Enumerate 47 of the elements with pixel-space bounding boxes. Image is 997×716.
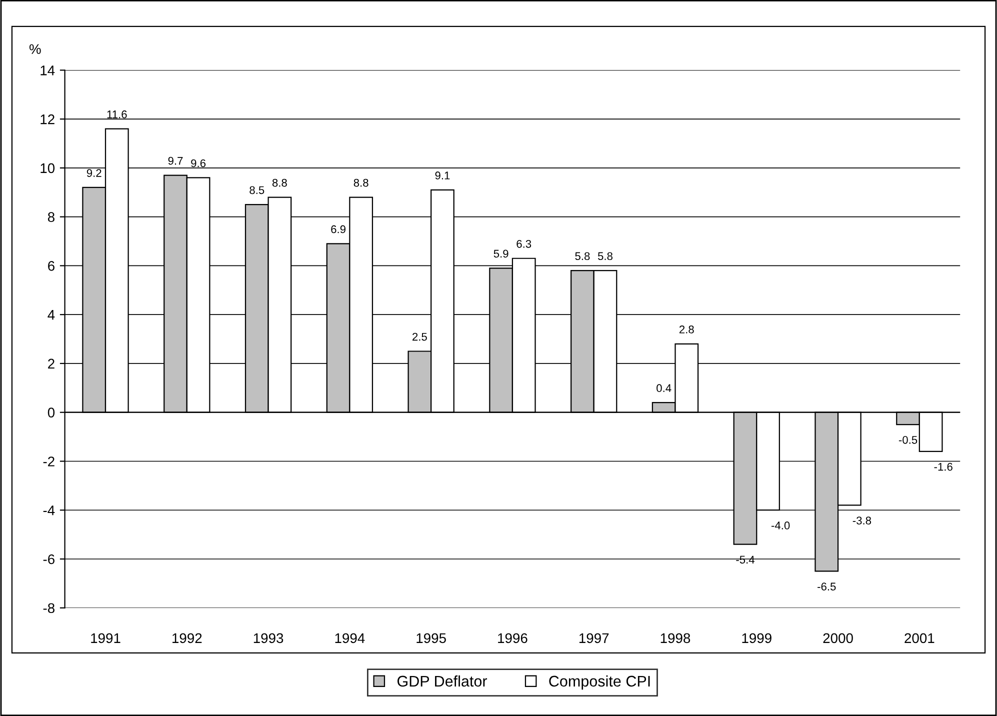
x-tick-label: 1991 <box>91 633 120 644</box>
x-tick-label: 1999 <box>742 633 772 644</box>
x-tick-label: 1993 <box>254 633 284 644</box>
data-label: 9.2 <box>86 169 102 177</box>
data-label: 8.8 <box>354 178 368 187</box>
y-tick-label: 4 <box>48 310 55 320</box>
y-tick-label: 2 <box>48 358 54 368</box>
data-label: -0.5 <box>898 436 918 444</box>
data-label: 11.6 <box>107 110 127 118</box>
y-tick-label: -4 <box>43 506 55 516</box>
x-tick-label: 2001 <box>904 633 934 644</box>
legend-label: GDP Deflator <box>397 675 488 687</box>
data-label: 6.3 <box>516 240 532 248</box>
data-label: 5.8 <box>598 252 612 260</box>
data-label: -1.6 <box>934 462 952 471</box>
data-label: 9.6 <box>191 159 206 168</box>
x-tick-label: 1996 <box>498 633 528 644</box>
data-label: 5.9 <box>494 250 508 258</box>
y-tick-label: 6 <box>48 261 54 271</box>
data-label: 2.5 <box>412 332 427 341</box>
data-label: 9.1 <box>435 172 450 180</box>
x-tick-label: 1992 <box>172 633 202 644</box>
y-tick-label: 0 <box>48 408 55 418</box>
y-tick-label: -8 <box>43 603 54 614</box>
y-axis-title: % <box>29 44 41 54</box>
data-label: 6.9 <box>331 225 346 234</box>
legend-label: Composite CPI <box>549 675 650 690</box>
data-label: -3.8 <box>852 516 872 524</box>
x-tick-label: 2000 <box>823 633 853 644</box>
y-tick-label: -2 <box>43 456 54 466</box>
data-label: 8.5 <box>250 186 264 194</box>
x-tick-label: 1997 <box>579 633 609 644</box>
y-tick-label: 12 <box>40 114 54 124</box>
data-label: 9.7 <box>168 156 183 165</box>
data-label: 0.4 <box>656 384 672 392</box>
data-label: -4.0 <box>771 522 790 530</box>
y-tick-label: 10 <box>40 163 55 174</box>
y-tick-label: 14 <box>40 66 55 76</box>
y-tick-label: 8 <box>48 212 54 222</box>
x-tick-label: 1994 <box>335 633 365 644</box>
data-label: 8.8 <box>272 178 287 187</box>
data-label: 5.8 <box>575 252 590 260</box>
x-tick-label: 1995 <box>416 633 446 644</box>
y-tick-label: -6 <box>43 554 54 564</box>
data-label: -6.5 <box>818 582 836 590</box>
x-tick-label: 1998 <box>660 633 690 644</box>
data-label: 2.8 <box>679 326 694 334</box>
